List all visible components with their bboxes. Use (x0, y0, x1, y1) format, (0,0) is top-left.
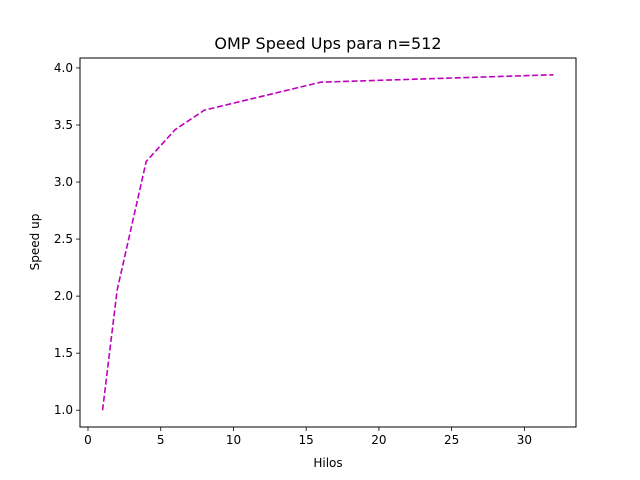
y-axis: 1.0 1.5 2.0 2.5 3.0 3.5 4.0 (54, 61, 80, 417)
series-line (101, 73, 554, 411)
y-tick-label: 2.0 (54, 289, 73, 303)
x-tick-label: 5 (157, 433, 165, 447)
y-tick-label: 4.0 (54, 61, 73, 75)
y-tick-label: 3.0 (54, 175, 73, 189)
chart-title: OMP Speed Ups para n=512 (214, 34, 441, 53)
x-tick-label: 0 (84, 433, 92, 447)
x-tick-label: 20 (371, 433, 386, 447)
y-tick-label: 2.5 (54, 232, 73, 246)
y-tick-label: 1.0 (54, 403, 73, 417)
x-tick-label: 10 (226, 433, 241, 447)
x-axis-label: Hilos (313, 456, 342, 470)
x-tick-label: 25 (444, 433, 459, 447)
y-tick-label: 1.5 (54, 346, 73, 360)
plot-area (101, 73, 554, 411)
y-tick-label: 3.5 (54, 118, 73, 132)
y-axis-label: Speed up (28, 214, 42, 271)
x-tick-label: 30 (517, 433, 532, 447)
x-tick-label: 15 (299, 433, 314, 447)
x-axis: 0 5 10 15 20 25 30 (84, 427, 532, 447)
axes-frame (79, 57, 577, 428)
